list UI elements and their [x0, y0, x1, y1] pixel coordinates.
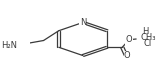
Text: N: N: [80, 18, 86, 27]
Text: O: O: [124, 51, 131, 60]
Text: O: O: [126, 35, 133, 44]
Text: H₂N: H₂N: [1, 40, 17, 50]
Text: Cl: Cl: [143, 39, 152, 48]
Text: H: H: [142, 27, 148, 36]
Text: CH₃: CH₃: [141, 33, 156, 42]
